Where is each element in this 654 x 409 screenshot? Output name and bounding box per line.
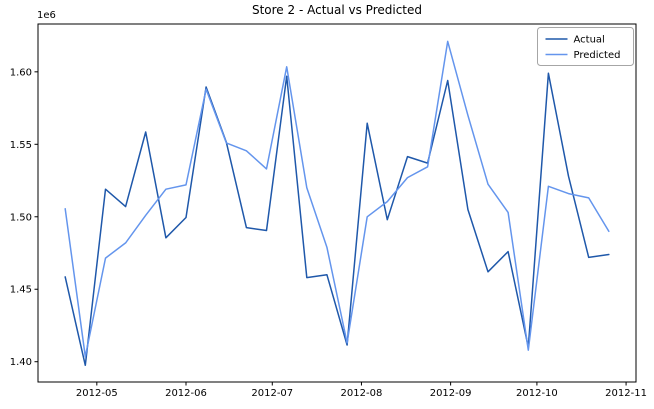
legend-label: Actual [574, 35, 605, 46]
x-tick-label: 2012-06 [165, 388, 207, 399]
legend-box [537, 27, 634, 66]
plot-spines [37, 23, 637, 383]
x-tick-label: 2012-05 [76, 388, 118, 399]
y-tick-label: 1.45 [10, 285, 32, 296]
y-tick-label: 1.60 [10, 67, 32, 78]
x-axis: 2012-05 2012-06 2012-07 2012-08 2012-09 2012-… [76, 382, 647, 399]
chart-title: Store 2 - Actual vs Predicted [251, 3, 423, 17]
x-tick-label: 2012-07 [251, 388, 293, 399]
y-axis: 1.40 1.45 1.50 1.55 1.60 [10, 67, 38, 368]
series-line-predicted [64, 40, 610, 358]
x-tick-label: 2012-09 [430, 388, 472, 399]
x-tick-label: 2012-11 [605, 388, 647, 399]
y-tick-label: 1.40 [10, 357, 32, 368]
x-tick-label: 2012-10 [516, 388, 558, 399]
y-axis-offset-label: 1e6 [37, 10, 56, 21]
series-line-actual [64, 72, 610, 367]
legend: Actual Predicted [537, 27, 634, 66]
x-tick-label: 2012-08 [341, 388, 383, 399]
y-tick-label: 1.50 [10, 212, 32, 223]
legend-label: Predicted [574, 50, 621, 61]
y-tick-label: 1.55 [10, 140, 32, 151]
